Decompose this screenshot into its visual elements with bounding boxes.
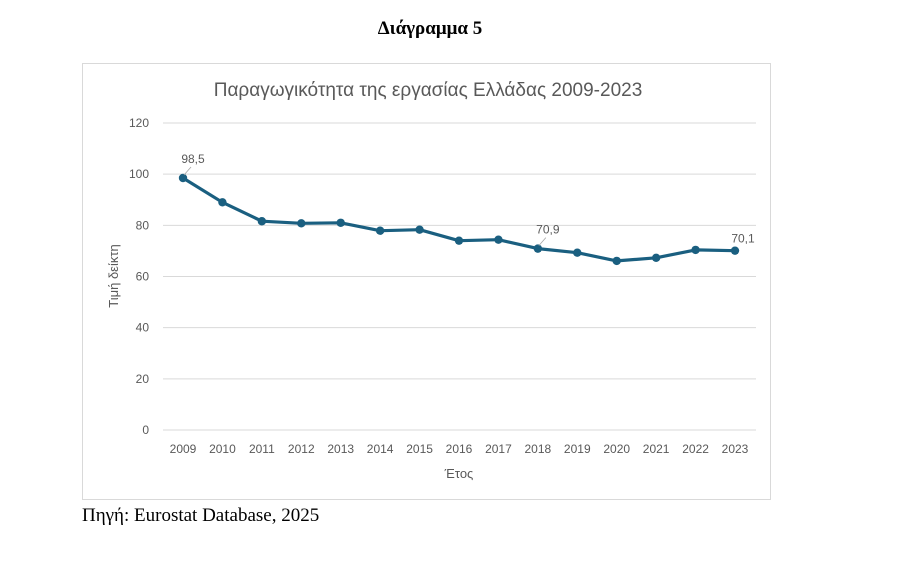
data-point [651,253,661,263]
y-tick-label: 80 [136,218,150,232]
x-axis-label: Έτος [444,466,474,481]
y-axis-label: Τιμή δείκτη [106,244,121,307]
x-tick-label: 2018 [525,442,552,456]
y-tick-labels: 0 20 40 60 80 100 120 [129,116,149,437]
chart-container: Παραγωγικότητα της εργασίας Ελλάδας 2009… [82,63,771,500]
data-point [178,173,188,183]
data-point [297,219,306,228]
figure-caption: Διάγραμμα 5 [377,18,483,39]
data-label: 70,9 [536,223,560,237]
x-tick-label: 2012 [288,442,315,456]
y-tick-label: 0 [142,423,149,437]
x-tick-labels: 2009 2010 2011 2012 2013 2014 2015 2016 2017 2018… [170,442,749,456]
line-chart: Παραγωγικότητα της εργασίας Ελλάδας 2009… [106,80,756,481]
data-point [336,218,345,227]
source-note: Πηγή: Eurostat Database, 2025 [82,505,320,526]
x-tick-label: 2011 [249,442,275,456]
data-label: 98,5 [181,152,205,166]
series-productivity [178,173,740,266]
y-tick-label: 120 [129,116,149,130]
data-point [257,217,267,226]
data-point [375,226,385,235]
x-tick-label: 2017 [485,442,512,456]
data-point [533,244,543,253]
data-point [691,245,700,255]
x-tick-label: 2015 [406,442,433,456]
x-tick-label: 2013 [327,442,354,456]
data-point [612,256,621,266]
x-tick-label: 2019 [564,442,591,456]
data-labels: 98,5 70,9 70,1 [181,152,755,246]
y-tick-label: 20 [136,372,150,386]
data-point [415,225,424,234]
data-label: 70,1 [731,232,755,246]
series-line [182,176,736,263]
leader-line [538,237,547,246]
y-tick-label: 60 [136,270,150,284]
data-point [494,235,503,244]
chart-title: Παραγωγικότητα της εργασίας Ελλάδας 2009… [214,80,643,101]
x-tick-label: 2014 [367,442,394,456]
data-point [454,236,464,245]
y-tick-label: 100 [129,167,149,181]
x-tick-label: 2009 [170,442,197,456]
gridlines [163,122,756,431]
x-tick-label: 2010 [209,442,236,456]
data-point [730,246,740,255]
x-tick-label: 2020 [603,442,630,456]
leader-line [183,166,192,176]
x-tick-label: 2016 [446,442,473,456]
data-point [218,198,227,207]
data-point [573,248,582,257]
y-tick-label: 40 [136,321,150,335]
x-tick-label: 2022 [682,442,709,456]
x-tick-label: 2023 [722,442,749,456]
x-tick-label: 2021 [643,442,670,456]
